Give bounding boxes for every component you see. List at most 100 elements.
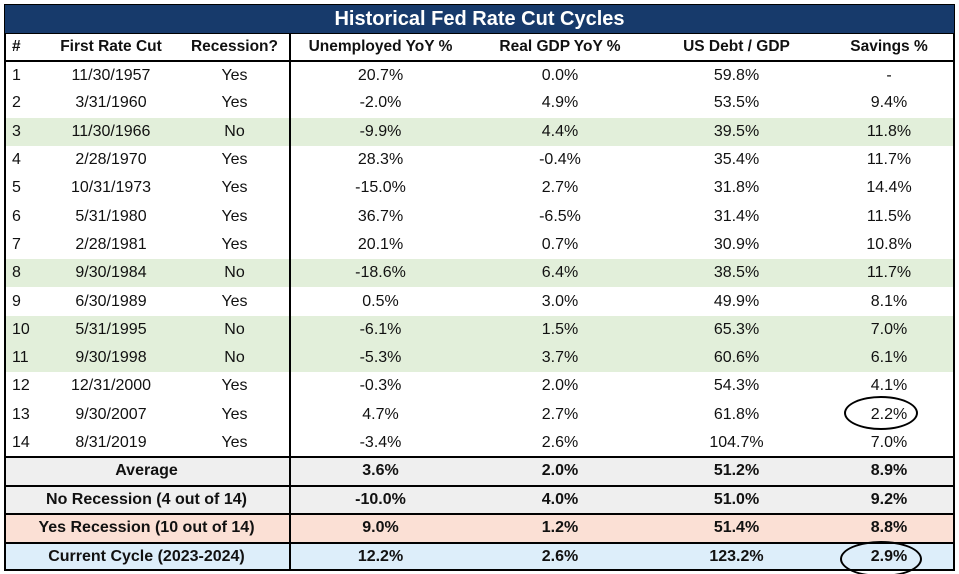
row-number: 11 bbox=[4, 343, 42, 373]
summary-unemployed: -10.0% bbox=[290, 484, 470, 515]
summary-row-avg: Average 3.6% 2.0% 51.2% 8.9% bbox=[4, 456, 955, 486]
header-unemployed: Unemployed YoY % bbox=[290, 34, 470, 62]
real-gdp-cell: 6.4% bbox=[470, 259, 650, 288]
table-row: 10 5/31/1995 No -6.1% 1.5% 65.3% 7.0% bbox=[4, 315, 955, 344]
unemployed-cell: 4.7% bbox=[362, 405, 399, 423]
summary-label: Current Cycle (2023-2024) bbox=[4, 541, 291, 572]
summary-unemployed: 9.0% bbox=[290, 513, 470, 543]
row-number: 14 bbox=[12, 433, 30, 451]
debt-gdp-cell: 31.8% bbox=[713, 179, 760, 197]
header-recession: Recession? bbox=[180, 34, 291, 62]
row-number: 3 bbox=[4, 117, 42, 146]
debt-gdp-cell: 60.6% bbox=[650, 343, 823, 373]
savings-cell: 2.2% bbox=[870, 405, 908, 423]
first-rate-cut-cell: 10/31/1973 bbox=[70, 179, 152, 197]
debt-gdp-cell: 39.5% bbox=[650, 117, 823, 146]
table-row: 12 12/31/2000 Yes -0.3% 2.0% 54.3% 4.1% bbox=[4, 372, 955, 401]
unemployed-cell: -9.9% bbox=[290, 117, 470, 146]
savings-cell: 11.5% bbox=[866, 207, 912, 225]
unemployed-cell: -15.0% bbox=[355, 179, 406, 197]
real-gdp-cell: 2.0% bbox=[541, 377, 579, 395]
row-number: 5 bbox=[12, 179, 21, 197]
summary-row-norec: No Recession (4 out of 14) -10.0% 4.0% 51.0… bbox=[4, 484, 955, 515]
table-row: 8 9/30/1984 No -18.6% 6.4% 38.5% 11.7% bbox=[4, 259, 955, 288]
real-gdp-cell: 0.7% bbox=[541, 235, 579, 253]
savings-cell: 11.8% bbox=[823, 117, 955, 146]
savings-cell: 10.8% bbox=[866, 235, 912, 253]
summary-row-yesrec: Yes Recession (10 out of 14) 9.0% 1.2% 51.4… bbox=[4, 513, 955, 543]
savings-cell: 14.4% bbox=[866, 179, 912, 197]
row-number: 1 bbox=[12, 66, 21, 84]
row-number: 9 bbox=[12, 292, 21, 310]
table-row: 13 9/30/2007 Yes 4.7% 2.7% 61.8% 2.2% bbox=[4, 400, 955, 429]
table-row: 4 2/28/1970 Yes 28.3% -0.4% 35.4% 11.7% bbox=[4, 145, 955, 175]
savings-cell: 9.4% bbox=[870, 94, 908, 112]
table-row: 6 5/31/1980 Yes 36.7% -6.5% 31.4% 11.5% bbox=[4, 202, 955, 231]
first-rate-cut-cell: 2/28/1981 bbox=[75, 235, 147, 253]
table-row: 2 3/31/1960 Yes -2.0% 4.9% 53.5% 9.4% bbox=[4, 89, 955, 118]
recession-cell: No bbox=[180, 315, 291, 344]
real-gdp-cell: -6.5% bbox=[539, 207, 581, 225]
summary-debt-gdp: 51.0% bbox=[650, 484, 823, 515]
summary-debt-gdp: 123.2% bbox=[650, 541, 823, 572]
header-real-gdp: Real GDP YoY % bbox=[470, 34, 650, 62]
table-row: 14 8/31/2019 Yes -3.4% 2.6% 104.7% 7.0% bbox=[4, 428, 955, 458]
summary-label: No Recession (4 out of 14) bbox=[4, 484, 291, 515]
table-title: Historical Fed Rate Cut Cycles bbox=[4, 4, 955, 34]
header-row: # First Rate Cut Recession? Unemployed Y… bbox=[4, 34, 955, 62]
recession-cell: Yes bbox=[180, 400, 291, 429]
unemployed-cell: 20.1% bbox=[357, 235, 404, 253]
real-gdp-cell: 4.4% bbox=[470, 117, 650, 146]
summary-unemployed: 3.6% bbox=[290, 456, 470, 486]
first-rate-cut-cell: 11/30/1966 bbox=[42, 117, 180, 146]
unemployed-cell: -18.6% bbox=[290, 259, 470, 288]
real-gdp-cell: 4.9% bbox=[541, 94, 579, 112]
first-rate-cut-cell: 5/31/1995 bbox=[42, 315, 180, 344]
savings-cell: 4.1% bbox=[870, 377, 908, 395]
first-rate-cut-cell: 9/30/1998 bbox=[42, 343, 180, 373]
debt-gdp-cell: 38.5% bbox=[650, 259, 823, 288]
rate-cut-table: # First Rate Cut Recession? Unemployed Y… bbox=[4, 34, 955, 572]
row-number: 12 bbox=[12, 377, 30, 395]
summary-savings: 8.8% bbox=[823, 513, 955, 543]
unemployed-cell: -2.0% bbox=[359, 94, 402, 112]
recession-cell: Yes bbox=[180, 287, 291, 316]
header-first-rate-cut: First Rate Cut bbox=[42, 34, 180, 62]
real-gdp-cell: 2.6% bbox=[541, 433, 579, 451]
savings-cell: 7.0% bbox=[870, 433, 908, 451]
debt-gdp-cell: 35.4% bbox=[713, 151, 760, 169]
summary-savings: 8.9% bbox=[823, 456, 955, 486]
recession-cell: Yes bbox=[180, 372, 291, 401]
recession-cell: Yes bbox=[180, 174, 291, 203]
row-number: 8 bbox=[4, 259, 42, 288]
debt-gdp-cell: 53.5% bbox=[713, 94, 760, 112]
row-number: 6 bbox=[12, 207, 21, 225]
unemployed-cell: 20.7% bbox=[357, 66, 404, 84]
real-gdp-cell: -0.4% bbox=[539, 151, 581, 169]
real-gdp-cell: 1.5% bbox=[470, 315, 650, 344]
savings-cell: 11.7% bbox=[823, 259, 955, 288]
debt-gdp-cell: 54.3% bbox=[713, 377, 760, 395]
recession-cell: No bbox=[180, 343, 291, 373]
recession-cell: Yes bbox=[180, 145, 291, 175]
unemployed-cell: 28.3% bbox=[357, 151, 404, 169]
recession-cell: Yes bbox=[180, 428, 291, 458]
recession-cell: Yes bbox=[180, 61, 291, 90]
summary-row-current: Current Cycle (2023-2024) 12.2% 2.6% 123.2%… bbox=[4, 541, 955, 572]
header-number: # bbox=[4, 34, 42, 62]
row-number: 10 bbox=[4, 315, 42, 344]
unemployed-cell: -0.3% bbox=[359, 377, 402, 395]
first-rate-cut-cell: 8/31/2019 bbox=[75, 433, 147, 451]
recession-cell: Yes bbox=[180, 230, 291, 260]
table-row: 3 11/30/1966 No -9.9% 4.4% 39.5% 11.8% bbox=[4, 117, 955, 146]
unemployed-cell: 0.5% bbox=[362, 292, 399, 310]
savings-cell: 6.1% bbox=[823, 343, 955, 373]
summary-real-gdp: 1.2% bbox=[470, 513, 650, 543]
recession-cell: No bbox=[180, 259, 291, 288]
first-rate-cut-cell: 9/30/1984 bbox=[42, 259, 180, 288]
debt-gdp-cell: 49.9% bbox=[713, 292, 760, 310]
summary-real-gdp: 2.6% bbox=[470, 541, 650, 572]
table-row: 11 9/30/1998 No -5.3% 3.7% 60.6% 6.1% bbox=[4, 343, 955, 373]
real-gdp-cell: 2.7% bbox=[541, 405, 579, 423]
